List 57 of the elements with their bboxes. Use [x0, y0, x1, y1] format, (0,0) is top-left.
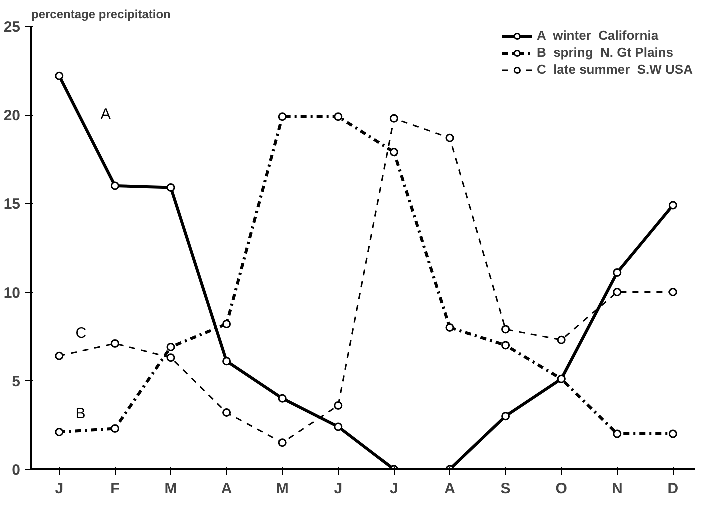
point	[55, 428, 64, 437]
point	[613, 430, 622, 438]
x-tick-label: D	[668, 480, 679, 498]
point	[557, 336, 566, 344]
x-tick-label: O	[556, 480, 568, 498]
point	[166, 354, 176, 362]
x-tick-label: F	[110, 480, 120, 498]
point	[446, 323, 454, 332]
point	[222, 408, 232, 418]
x-tick-label: S	[500, 480, 511, 498]
y-tick-label: 10	[4, 284, 21, 302]
y-axis-title: percentage precipitation	[32, 8, 171, 22]
point	[446, 134, 454, 142]
point	[166, 342, 176, 352]
point	[110, 424, 120, 433]
point	[278, 112, 287, 122]
point	[278, 438, 287, 448]
point	[502, 341, 510, 350]
point	[390, 114, 398, 123]
point	[613, 288, 622, 297]
y-tick-label: 25	[4, 19, 21, 36]
point	[55, 352, 64, 360]
point	[334, 422, 343, 432]
point	[110, 182, 120, 190]
point	[278, 394, 287, 403]
point	[668, 201, 678, 210]
x-tick-label: A	[221, 480, 232, 498]
point	[55, 72, 64, 80]
x-tick-label: A	[444, 480, 456, 498]
point	[668, 288, 678, 297]
point	[334, 112, 343, 122]
x-tick-label: J	[334, 480, 343, 498]
point	[334, 401, 343, 410]
annotation: B	[76, 406, 86, 423]
point	[502, 325, 510, 334]
y-tick-label: 15	[4, 196, 21, 214]
point	[390, 148, 398, 157]
point	[668, 430, 678, 438]
x-tick-label: M	[164, 480, 178, 498]
point	[110, 339, 120, 348]
x-tick-label: N	[612, 480, 623, 498]
x-tick-label: M	[276, 480, 289, 498]
point	[613, 268, 622, 278]
point	[222, 357, 232, 366]
annotation: A	[100, 106, 111, 124]
y-tick-label: 0	[12, 462, 20, 479]
point	[222, 320, 232, 328]
legend-label: B spring N. Gt Plains	[536, 45, 674, 60]
x-tick-label: J	[390, 480, 398, 498]
point	[502, 412, 510, 421]
y-tick-label: 20	[4, 108, 21, 125]
legend-label: A winter California	[536, 28, 659, 43]
legend-label: C late summer S.W USA	[536, 62, 693, 77]
annotation: C	[76, 324, 87, 342]
point	[166, 184, 176, 192]
x-tick-label: J	[55, 480, 64, 498]
y-tick-label: 5	[12, 373, 20, 390]
